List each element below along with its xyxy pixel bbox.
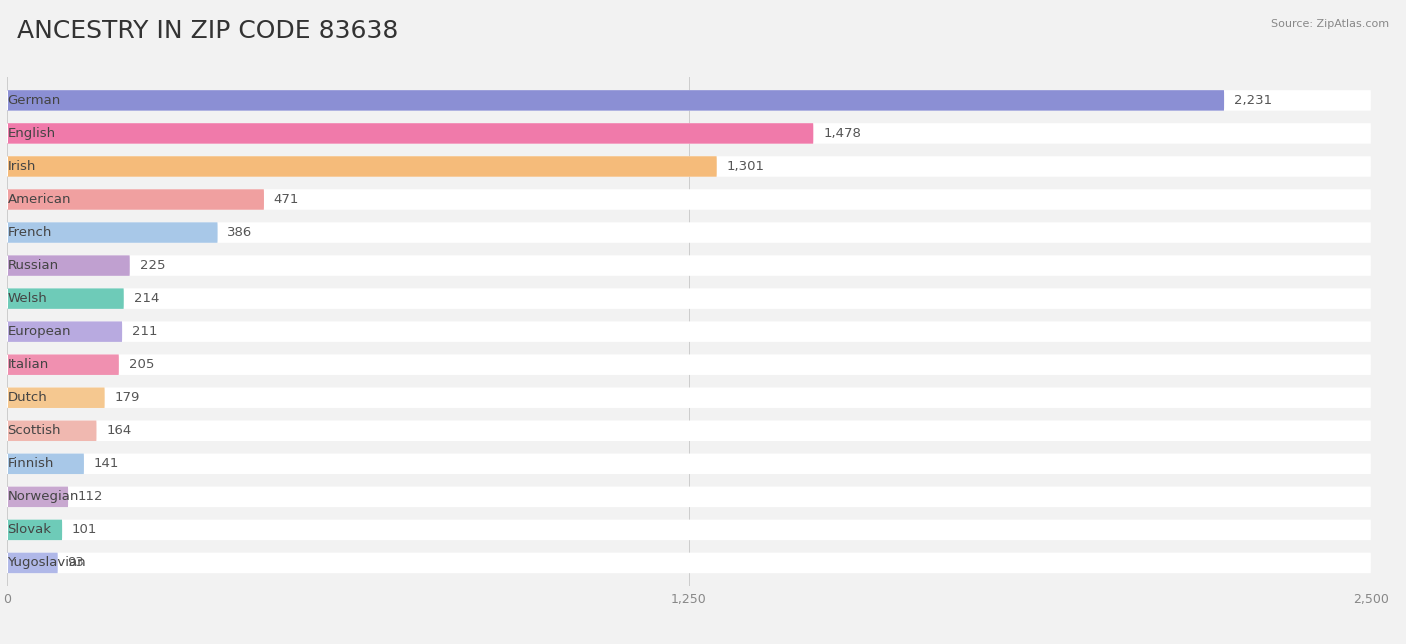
Text: 205: 205 bbox=[129, 358, 155, 371]
Text: Norwegian: Norwegian bbox=[7, 490, 79, 504]
Text: European: European bbox=[7, 325, 70, 338]
FancyBboxPatch shape bbox=[7, 388, 1371, 408]
FancyBboxPatch shape bbox=[7, 487, 67, 507]
Text: Finnish: Finnish bbox=[7, 457, 53, 470]
FancyBboxPatch shape bbox=[7, 421, 97, 441]
FancyBboxPatch shape bbox=[7, 156, 717, 176]
Text: 179: 179 bbox=[114, 392, 139, 404]
FancyBboxPatch shape bbox=[7, 255, 129, 276]
FancyBboxPatch shape bbox=[7, 453, 84, 474]
FancyBboxPatch shape bbox=[7, 255, 1371, 276]
FancyBboxPatch shape bbox=[7, 453, 1371, 474]
Text: American: American bbox=[7, 193, 70, 206]
Text: ANCESTRY IN ZIP CODE 83638: ANCESTRY IN ZIP CODE 83638 bbox=[17, 19, 398, 43]
Text: 471: 471 bbox=[274, 193, 299, 206]
Text: 1,301: 1,301 bbox=[727, 160, 765, 173]
Text: Russian: Russian bbox=[7, 259, 59, 272]
FancyBboxPatch shape bbox=[7, 553, 58, 573]
FancyBboxPatch shape bbox=[7, 354, 1371, 375]
FancyBboxPatch shape bbox=[7, 520, 62, 540]
FancyBboxPatch shape bbox=[7, 289, 1371, 309]
Text: 214: 214 bbox=[134, 292, 159, 305]
Text: 141: 141 bbox=[94, 457, 120, 470]
Text: Welsh: Welsh bbox=[7, 292, 48, 305]
Text: Source: ZipAtlas.com: Source: ZipAtlas.com bbox=[1271, 19, 1389, 30]
Text: Irish: Irish bbox=[7, 160, 35, 173]
Text: English: English bbox=[7, 127, 56, 140]
Text: Yugoslavian: Yugoslavian bbox=[7, 556, 86, 569]
FancyBboxPatch shape bbox=[7, 90, 1371, 111]
FancyBboxPatch shape bbox=[7, 421, 1371, 441]
Text: 93: 93 bbox=[67, 556, 84, 569]
FancyBboxPatch shape bbox=[7, 189, 1371, 210]
FancyBboxPatch shape bbox=[7, 156, 1371, 176]
FancyBboxPatch shape bbox=[7, 189, 264, 210]
Text: 112: 112 bbox=[77, 490, 104, 504]
FancyBboxPatch shape bbox=[7, 123, 813, 144]
FancyBboxPatch shape bbox=[7, 388, 104, 408]
FancyBboxPatch shape bbox=[7, 222, 1371, 243]
Text: 1,478: 1,478 bbox=[823, 127, 860, 140]
Text: Italian: Italian bbox=[7, 358, 49, 371]
Text: Dutch: Dutch bbox=[7, 392, 48, 404]
Text: 2,231: 2,231 bbox=[1234, 94, 1272, 107]
Text: 101: 101 bbox=[72, 524, 97, 536]
FancyBboxPatch shape bbox=[7, 520, 1371, 540]
FancyBboxPatch shape bbox=[7, 90, 1225, 111]
Text: French: French bbox=[7, 226, 52, 239]
Text: 211: 211 bbox=[132, 325, 157, 338]
Text: Slovak: Slovak bbox=[7, 524, 52, 536]
FancyBboxPatch shape bbox=[7, 289, 124, 309]
FancyBboxPatch shape bbox=[7, 123, 1371, 144]
Text: Scottish: Scottish bbox=[7, 424, 60, 437]
FancyBboxPatch shape bbox=[7, 487, 1371, 507]
FancyBboxPatch shape bbox=[7, 553, 1371, 573]
Text: 164: 164 bbox=[107, 424, 132, 437]
FancyBboxPatch shape bbox=[7, 354, 120, 375]
Text: 386: 386 bbox=[228, 226, 253, 239]
FancyBboxPatch shape bbox=[7, 321, 122, 342]
FancyBboxPatch shape bbox=[7, 321, 1371, 342]
Text: German: German bbox=[7, 94, 60, 107]
FancyBboxPatch shape bbox=[7, 222, 218, 243]
Text: 225: 225 bbox=[139, 259, 165, 272]
